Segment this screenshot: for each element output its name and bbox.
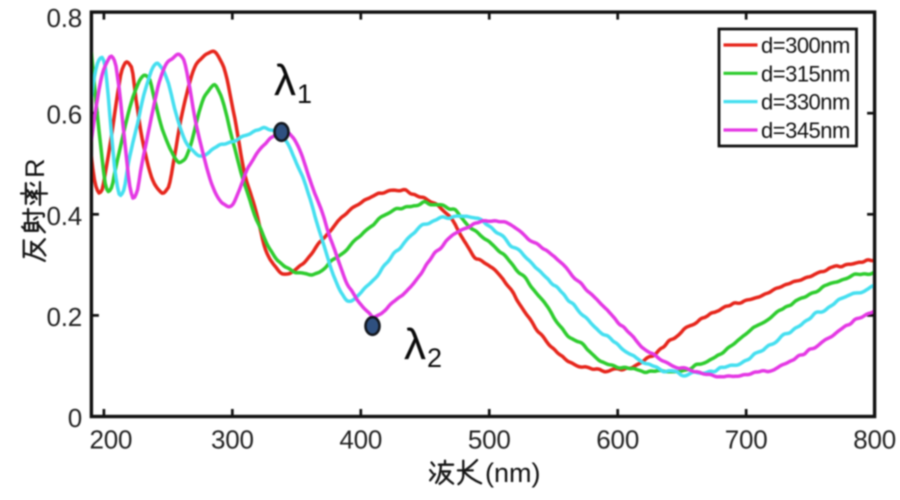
svg-text:λ: λ: [274, 56, 296, 105]
svg-text:0.2: 0.2: [46, 302, 82, 332]
svg-text:500: 500: [468, 425, 511, 455]
svg-text:600: 600: [596, 425, 639, 455]
svg-text:(nm): (nm): [485, 458, 541, 488]
svg-text:400: 400: [339, 425, 382, 455]
svg-text:R: R: [20, 159, 50, 179]
svg-text:200: 200: [90, 425, 133, 455]
svg-text:700: 700: [725, 425, 768, 455]
svg-text:0.8: 0.8: [46, 3, 82, 33]
svg-text:d=345nm: d=345nm: [761, 118, 850, 143]
svg-text:d=315nm: d=315nm: [761, 61, 850, 86]
svg-text:0.6: 0.6: [46, 100, 82, 130]
svg-text:d=300nm: d=300nm: [761, 33, 850, 58]
svg-text:2: 2: [427, 343, 442, 373]
svg-text:0.4: 0.4: [46, 201, 82, 231]
svg-text:λ: λ: [404, 320, 426, 369]
svg-text:800: 800: [853, 425, 896, 455]
svg-text:0: 0: [68, 403, 82, 433]
svg-text:d=330nm: d=330nm: [761, 90, 850, 115]
svg-text:1: 1: [297, 79, 312, 109]
svg-text:300: 300: [211, 425, 254, 455]
